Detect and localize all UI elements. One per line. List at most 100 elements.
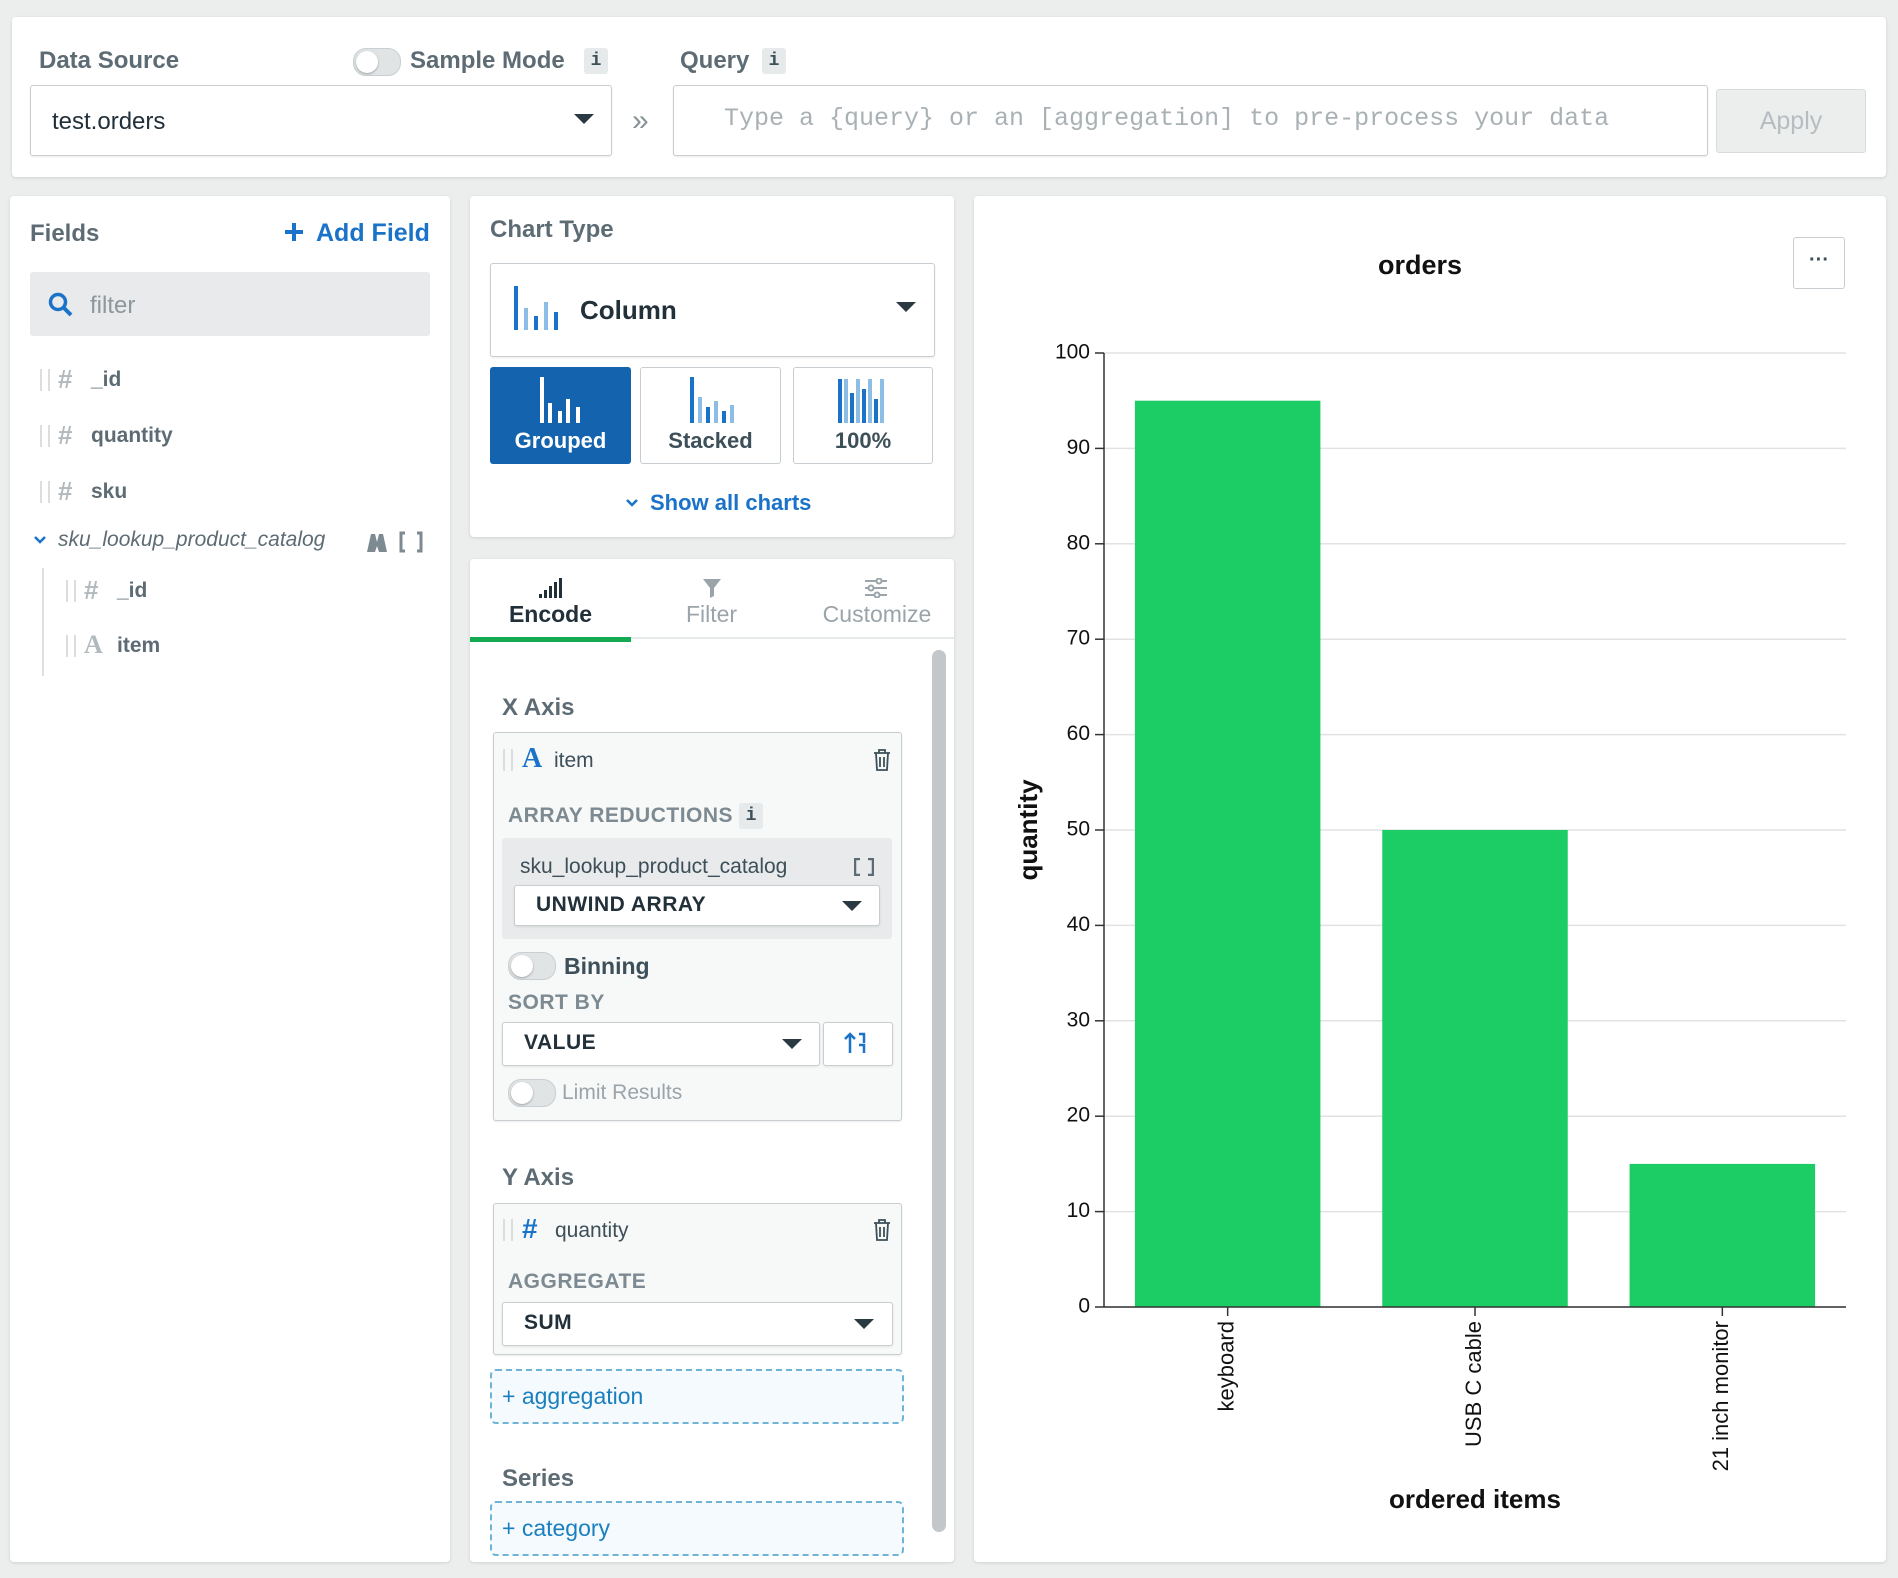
caret bbox=[574, 114, 594, 124]
grip bbox=[66, 580, 76, 602]
chevron bbox=[624, 495, 640, 511]
caret bbox=[896, 302, 916, 312]
chart: orders0102030405060708090100keyboardUSB … bbox=[974, 196, 1886, 1562]
fields-panel bbox=[10, 196, 450, 1562]
field-name: _id bbox=[91, 368, 121, 392]
field-name: _id bbox=[117, 579, 147, 603]
binning-label: Binning bbox=[564, 953, 650, 980]
sort-icon bbox=[844, 1031, 868, 1055]
bar bbox=[1135, 401, 1321, 1307]
caret bbox=[842, 901, 862, 911]
chevron bbox=[32, 532, 48, 548]
sort-value: VALUE bbox=[524, 1031, 596, 1055]
x-axis-label: ordered items bbox=[1389, 1484, 1561, 1514]
x-axis-title: X Axis bbox=[502, 694, 574, 722]
query-placeholder: Type a {query} or an [aggregation] to pr… bbox=[724, 104, 1609, 133]
grip bbox=[40, 481, 50, 503]
y-tick-label: 100 bbox=[1055, 341, 1090, 364]
add-field-button[interactable]: Add Field bbox=[316, 219, 430, 248]
grouped-icon bbox=[538, 377, 586, 423]
field-type-icon: # bbox=[58, 420, 72, 451]
info-badge[interactable]: i bbox=[762, 48, 786, 74]
customize-icon bbox=[864, 578, 888, 598]
show-all-charts[interactable]: Show all charts bbox=[650, 490, 811, 516]
tab[interactable]: Customize bbox=[792, 601, 962, 628]
y-tick-label: 30 bbox=[1067, 1008, 1090, 1031]
variant-label: Grouped bbox=[490, 428, 631, 454]
field-type-icon: A bbox=[522, 743, 542, 775]
info-badge[interactable]: i bbox=[739, 803, 763, 829]
trash-icon[interactable] bbox=[873, 1219, 891, 1241]
sample-mode-label: Sample Mode bbox=[410, 47, 565, 75]
grip bbox=[66, 635, 76, 657]
limit-label: Limit Results bbox=[562, 1081, 682, 1105]
add-aggregation-label: + aggregation bbox=[502, 1383, 643, 1410]
chart-title: orders bbox=[1378, 250, 1462, 280]
plus-icon bbox=[283, 221, 305, 243]
scrollbar[interactable] bbox=[932, 650, 946, 1532]
y-tick-label: 90 bbox=[1067, 436, 1090, 459]
binning-toggle[interactable] bbox=[508, 952, 556, 980]
y-tick-label: 70 bbox=[1067, 627, 1090, 650]
grip bbox=[40, 425, 50, 447]
info-badge[interactable]: i bbox=[584, 48, 608, 74]
field-type-icon: # bbox=[522, 1213, 538, 1245]
aggregate-value: SUM bbox=[524, 1311, 572, 1335]
separator: » bbox=[632, 104, 649, 138]
limit-toggle[interactable] bbox=[508, 1079, 556, 1107]
data-source-label: Data Source bbox=[39, 47, 179, 75]
grip bbox=[503, 1219, 513, 1241]
field-name: quantity bbox=[91, 424, 173, 448]
percent-icon bbox=[838, 379, 888, 423]
bar bbox=[1630, 1164, 1816, 1307]
series-title: Series bbox=[502, 1465, 574, 1493]
x-tick-label: USB C cable bbox=[1461, 1321, 1486, 1447]
filter-icon bbox=[702, 578, 722, 598]
grip bbox=[503, 749, 513, 771]
field-type-icon: # bbox=[58, 364, 72, 395]
field-type-icon: A bbox=[84, 630, 103, 660]
bar bbox=[1382, 830, 1568, 1307]
grip bbox=[40, 369, 50, 391]
trash-icon[interactable] bbox=[873, 749, 891, 771]
chart-type-title: Chart Type bbox=[490, 216, 614, 244]
y-field: quantity bbox=[555, 1219, 629, 1243]
y-tick-label: 50 bbox=[1067, 818, 1090, 841]
stacked-icon bbox=[688, 377, 736, 423]
field-type-icon: # bbox=[84, 575, 98, 606]
x-tick-label: keyboard bbox=[1213, 1321, 1238, 1412]
y-tick-label: 80 bbox=[1067, 531, 1090, 554]
filter-placeholder: filter bbox=[90, 292, 135, 320]
variant-label: Stacked bbox=[640, 428, 781, 454]
lookup-icons bbox=[365, 530, 425, 554]
tab-underline bbox=[470, 637, 631, 642]
field-name: item bbox=[117, 634, 160, 658]
caret bbox=[854, 1319, 874, 1329]
lookup-name: sku_lookup_product_catalog bbox=[58, 528, 325, 552]
y-axis-title: Y Axis bbox=[502, 1164, 574, 1192]
field-type-icon: # bbox=[58, 476, 72, 507]
field-name: sku bbox=[91, 480, 127, 504]
column-icon bbox=[513, 284, 561, 332]
array-icon bbox=[854, 858, 874, 876]
caret bbox=[782, 1039, 802, 1049]
reductions-label: ARRAY REDUCTIONS bbox=[508, 804, 733, 828]
tab[interactable]: Encode bbox=[470, 601, 631, 628]
variant-label: 100% bbox=[793, 428, 933, 454]
search-icon bbox=[48, 292, 74, 318]
y-tick-label: 0 bbox=[1078, 1295, 1090, 1318]
apply-button[interactable]: Apply bbox=[1716, 89, 1866, 153]
y-tick-label: 10 bbox=[1067, 1199, 1090, 1222]
fields-title: Fields bbox=[30, 220, 99, 248]
add-category-label: + category bbox=[502, 1515, 610, 1542]
y-axis-label: quantity bbox=[1013, 779, 1043, 881]
y-tick-label: 20 bbox=[1067, 1104, 1090, 1127]
sample-mode-toggle[interactable] bbox=[353, 48, 401, 76]
tab[interactable]: Filter bbox=[631, 601, 792, 628]
aggregate-label: AGGREGATE bbox=[508, 1270, 646, 1294]
x-tick-label: 21 inch monitor bbox=[1708, 1321, 1733, 1471]
query-label: Query bbox=[680, 47, 749, 75]
tree-line bbox=[42, 568, 44, 676]
chart-type-value: Column bbox=[580, 295, 677, 326]
